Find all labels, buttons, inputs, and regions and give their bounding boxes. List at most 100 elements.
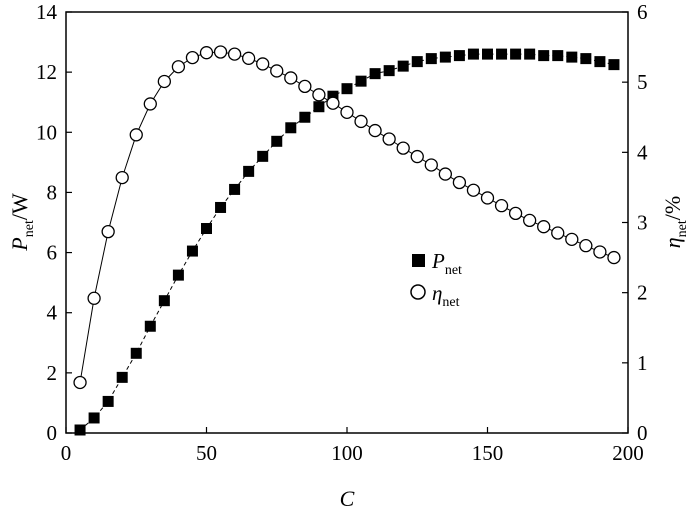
etanet-point (368, 123, 382, 138)
etanet-point (494, 199, 509, 213)
etanet-point (171, 60, 186, 74)
pnet-point (496, 48, 508, 60)
left-y-axis-title: Pnet/W (7, 193, 37, 252)
pnet-point (172, 269, 184, 281)
x-axis-title: C (340, 486, 355, 511)
etanet-point (241, 51, 256, 65)
x-axis-ticks: 0 50 100 150 200 (61, 427, 644, 465)
right-y-tick-label: 6 (637, 0, 648, 24)
left-y-axis-ticks: 0 2 4 6 8 10 12 14 (36, 0, 72, 445)
right-y-tick-label: 3 (637, 211, 648, 235)
left-y-axis-symbol: P (7, 237, 32, 251)
pnet-point (102, 395, 114, 407)
etanet-point (424, 158, 438, 172)
pnet-point (439, 51, 451, 63)
pnet-point (594, 56, 606, 68)
etanet-point (466, 183, 481, 197)
right-y-axis-title: ηnet/% (660, 196, 690, 248)
pnet-point (369, 68, 381, 80)
legend-label-pnet: Pnet (431, 249, 462, 278)
pnet-point (327, 90, 339, 102)
pnet-point (257, 150, 269, 162)
pnet-point (215, 201, 227, 213)
etanet-point (129, 128, 143, 142)
left-y-axis-unit: /W (7, 193, 32, 220)
left-y-tick-label: 4 (47, 301, 58, 325)
etanet-point (326, 96, 340, 110)
etanet-point (213, 45, 228, 59)
etanet-point (256, 57, 270, 71)
etanet-point (87, 291, 101, 305)
pnet-point (271, 135, 283, 147)
right-y-axis-subscript: net (675, 220, 690, 237)
etanet-point (396, 141, 410, 155)
left-y-tick-label: 10 (36, 120, 57, 144)
x-tick-label: 200 (612, 441, 644, 465)
pnet-point (285, 122, 297, 134)
pnet-point (453, 50, 465, 62)
pnet-point (580, 53, 592, 65)
pnet-point (566, 51, 578, 63)
etanet-point (101, 224, 115, 239)
pnet-point (243, 165, 255, 177)
left-y-tick-label: 14 (36, 0, 58, 24)
pnet-point (383, 65, 395, 77)
legend-marker-pnet (412, 254, 425, 267)
x-tick-label: 100 (331, 441, 363, 465)
etanet-point (565, 232, 579, 246)
etanet-point (452, 175, 467, 190)
etanet-point (480, 191, 495, 205)
right-y-tick-label: 1 (637, 351, 648, 375)
pnet-point (299, 111, 311, 123)
legend-label-etanet: ηnet (432, 281, 460, 310)
pnet-point (130, 347, 142, 359)
pnet-point (608, 59, 620, 71)
pnet-point (186, 245, 198, 257)
pnet-point (467, 48, 479, 60)
pnet-point (425, 53, 437, 65)
left-y-tick-label: 0 (47, 421, 58, 445)
pnet-point (74, 424, 86, 436)
etanet-point (551, 226, 565, 240)
legend-marker-etanet (410, 284, 426, 300)
right-y-tick-label: 5 (637, 70, 648, 94)
etanet-point (185, 50, 200, 65)
pnet-point (538, 50, 550, 62)
pnet-point (201, 223, 212, 235)
etanet-point (354, 114, 368, 129)
pnet-point (116, 371, 128, 383)
pnet-point (158, 295, 170, 307)
left-y-tick-label: 2 (47, 361, 58, 385)
pnet-point (510, 48, 522, 60)
etanet-point (270, 64, 284, 78)
etanet-point (438, 167, 453, 181)
left-y-axis-subscript: net (22, 220, 37, 237)
right-y-axis-unit: /% (660, 196, 685, 220)
x-tick-label: 0 (61, 441, 72, 465)
etanet-point (298, 79, 312, 94)
etanet-point (382, 132, 396, 146)
right-y-axis-symbol: η (660, 237, 685, 248)
legend: Pnet ηnet (410, 249, 462, 310)
pnet-point (313, 101, 325, 113)
pnet-point (341, 83, 353, 95)
etanet-point (143, 97, 157, 111)
pnet-point (144, 320, 156, 332)
etanet-point (284, 71, 298, 85)
pnet-point (397, 60, 409, 72)
pnet-point (482, 48, 493, 60)
pnet-point (229, 183, 241, 195)
pnet-point (88, 412, 100, 424)
etanet-point (227, 47, 242, 61)
pnet-point (411, 56, 423, 68)
left-y-tick-label: 12 (36, 60, 57, 84)
series-points (73, 45, 621, 436)
x-tick-label: 150 (472, 441, 504, 465)
pnet-point (355, 75, 367, 87)
right-y-tick-label: 4 (637, 140, 648, 164)
x-tick-label: 50 (196, 441, 217, 465)
etanet-point (312, 88, 326, 102)
left-y-tick-label: 8 (47, 180, 58, 204)
right-y-tick-label: 0 (637, 421, 648, 445)
